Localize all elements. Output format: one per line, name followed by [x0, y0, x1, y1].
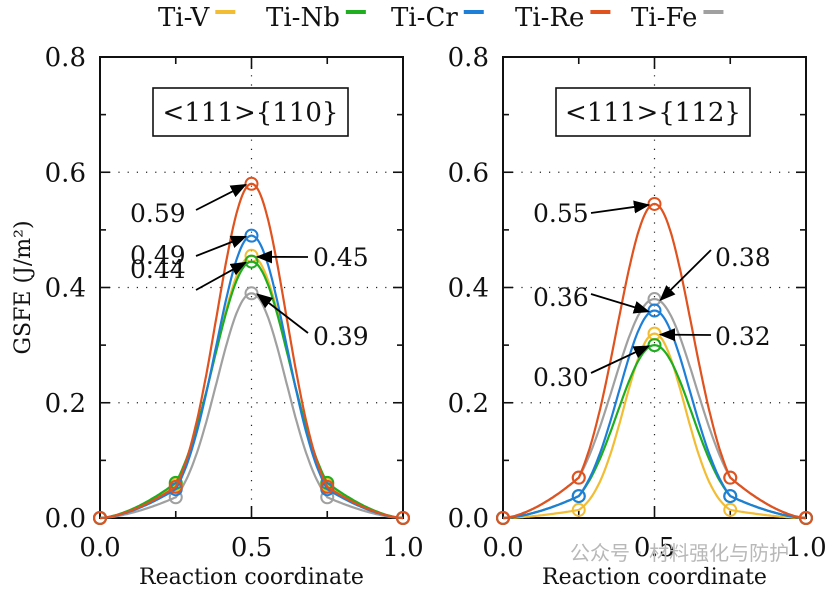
annotation-label: 0.36 [533, 283, 589, 312]
annotation-label: 0.59 [130, 199, 186, 228]
x-tick-label: 0.0 [79, 533, 120, 563]
annotation-arrow [590, 293, 651, 314]
data-point-ti-re [244, 176, 259, 191]
annotation-label: 0.55 [533, 199, 589, 228]
data-point-ti-cr [571, 489, 586, 504]
panel-2: 0.0 0.2 0.4 0.6 0.8 0.0 0.5 1.0 Reaction coordin… [448, 43, 827, 590]
annotation-arrow [195, 261, 247, 291]
x-tick-label: 1.0 [382, 533, 423, 563]
annotation-arrow [590, 200, 651, 214]
data-point-ti-re [396, 511, 410, 525]
data-point-ti-cr [244, 228, 259, 243]
annotation-arrow [195, 183, 247, 211]
annotation-label: 0.44 [130, 255, 186, 284]
data-point-ti-re [320, 479, 335, 494]
data-point-ti-re [723, 470, 738, 485]
series-line-ti-v [503, 332, 806, 520]
x-tick-label: 0.5 [634, 533, 675, 563]
annotation-label: 0.32 [715, 322, 771, 351]
series-line-ti-v [99, 254, 404, 520]
data-point-ti-re [571, 470, 586, 485]
series-line-ti-cr [503, 309, 806, 520]
y-tick-label: 0.8 [45, 43, 86, 73]
legend-label: Ti-Cr [391, 3, 458, 33]
panel-title: <111>{112} [565, 98, 741, 128]
series-line-ti-fe [100, 292, 403, 520]
data-point-ti-v [723, 502, 738, 517]
y-tick-label: 0.4 [45, 274, 86, 304]
data-point-ti-nb [647, 338, 662, 353]
annotation-arrow [195, 235, 248, 257]
annotation-label: 0.49 [130, 241, 186, 270]
annotation-arrow [590, 345, 650, 374]
panel-title: <111>{110} [163, 98, 339, 128]
x-tick-label: 1.0 [785, 533, 826, 563]
legend-label: Ti-Fe [631, 3, 697, 33]
data-point-ti-fe [244, 286, 259, 301]
y-tick-label: 0.0 [448, 504, 489, 534]
annotation-arrow [256, 293, 309, 334]
panel-title-box [555, 87, 751, 137]
y-tick-label: 0.8 [448, 43, 489, 73]
annotation-label: 0.45 [313, 243, 369, 272]
series-line-ti-re [502, 202, 807, 520]
legend-label: Ti-Re [515, 3, 584, 33]
y-tick-label: 0.2 [448, 389, 489, 419]
y-tick-label: 0.4 [448, 274, 489, 304]
y-axis-title: GSFE (J/m²) [11, 220, 36, 354]
x-axis-title: Reaction coordinate [139, 565, 364, 590]
data-point-ti-re [93, 511, 107, 525]
annotation-label: 0.39 [313, 322, 369, 351]
x-tick-label: 0.5 [231, 533, 272, 563]
y-tick-label: 0.0 [45, 504, 86, 534]
data-point-ti-re [799, 511, 813, 525]
y-tick-label: 0.2 [45, 389, 86, 419]
y-tick-label: 0.6 [448, 158, 489, 188]
y-tick-label: 0.6 [45, 158, 86, 188]
data-point-ti-re [496, 511, 510, 525]
data-point-ti-cr [723, 489, 738, 504]
watermark-text: 公众号 · 材料强化与防护 [570, 541, 789, 565]
legend: Ti-V Ti-Nb Ti-Cr Ti-Re Ti-Fe [158, 3, 724, 33]
series-line-ti-nb [99, 260, 404, 520]
annotation-arrow [659, 249, 712, 302]
annotation-label: 0.38 [715, 243, 771, 272]
legend-label: Ti-Nb [266, 3, 340, 33]
annotation-label: 0.30 [533, 363, 589, 392]
data-point-ti-re [168, 479, 183, 494]
legend-label: Ti-V [158, 3, 211, 33]
panel-1: 0.0 0.2 0.4 0.6 0.8 0.0 0.5 1.0 Reaction coordin… [11, 43, 424, 590]
x-tick-label: 0.0 [482, 533, 523, 563]
data-point-ti-v [571, 502, 586, 517]
panel-title-box [152, 87, 349, 137]
series-line-ti-re [99, 182, 404, 520]
x-axis-title: Reaction coordinate [542, 565, 767, 590]
